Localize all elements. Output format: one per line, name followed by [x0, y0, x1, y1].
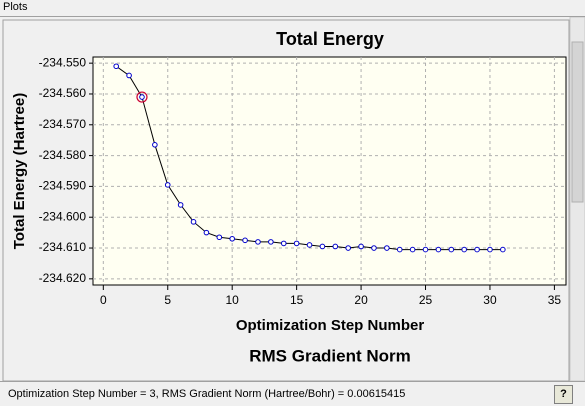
x-tick-label: 5 [164, 293, 171, 307]
data-point [139, 94, 145, 100]
y-tick-label: -234.560 [39, 86, 87, 100]
x-tick-label: 25 [419, 293, 433, 307]
x-tick-label: 10 [226, 293, 240, 307]
data-point [358, 243, 364, 250]
data-point [448, 246, 455, 253]
y-tick-label: -234.550 [39, 55, 87, 69]
y-tick-label: -234.590 [39, 179, 87, 193]
data-point [164, 182, 171, 188]
x-tick-label: 30 [483, 293, 497, 307]
data-point [435, 246, 442, 253]
data-point [319, 243, 326, 250]
chart: Total Energy Optimization Step Number To… [2, 17, 585, 381]
data-point [242, 237, 248, 244]
chart-title: Total Energy [276, 29, 384, 49]
data-point [268, 239, 274, 245]
help-button[interactable]: ? [554, 385, 573, 404]
data-point [203, 229, 210, 236]
data-point [384, 245, 390, 251]
data-point [332, 243, 339, 250]
data-point [500, 246, 506, 253]
data-point [280, 240, 287, 247]
y-tick-label: -234.610 [39, 240, 87, 254]
data-point [345, 245, 351, 251]
data-point [461, 246, 467, 253]
x-tick-label: 20 [354, 293, 368, 307]
x-axis-label: Optimization Step Number [236, 317, 425, 334]
data-point [293, 240, 300, 247]
data-point [487, 246, 493, 253]
x-tick-label: 15 [290, 293, 304, 307]
window-title: Plots [0, 0, 585, 17]
next-chart-title: RMS Gradient Norm [249, 346, 411, 365]
status-text: Optimization Step Number = 3, RMS Gradie… [8, 388, 406, 400]
data-point [113, 63, 119, 70]
data-point [216, 234, 223, 241]
x-tick-label: 35 [548, 293, 562, 307]
data-point [229, 235, 235, 242]
data-point [126, 72, 132, 79]
x-tick-label: 0 [100, 293, 107, 307]
y-axis-label: Total Energy (Hartree) [11, 93, 28, 249]
y-tick-label: -234.580 [39, 148, 87, 162]
data-point [409, 246, 416, 253]
data-point [306, 242, 313, 248]
plot-area [92, 56, 567, 286]
y-tick-label: -234.620 [39, 271, 87, 285]
data-point [255, 239, 261, 245]
data-point [177, 202, 184, 208]
data-point [371, 245, 377, 251]
y-tick-label: -234.570 [39, 117, 87, 131]
data-point [396, 246, 403, 253]
scrollbar-thumb[interactable] [571, 41, 584, 203]
selected-point [136, 91, 148, 103]
data-point [152, 142, 158, 148]
data-point [422, 246, 429, 253]
data-point [474, 246, 480, 253]
y-tick-label: -234.600 [39, 209, 87, 223]
status-bar: Optimization Step Number = 3, RMS Gradie… [0, 381, 585, 405]
data-point [190, 219, 197, 225]
